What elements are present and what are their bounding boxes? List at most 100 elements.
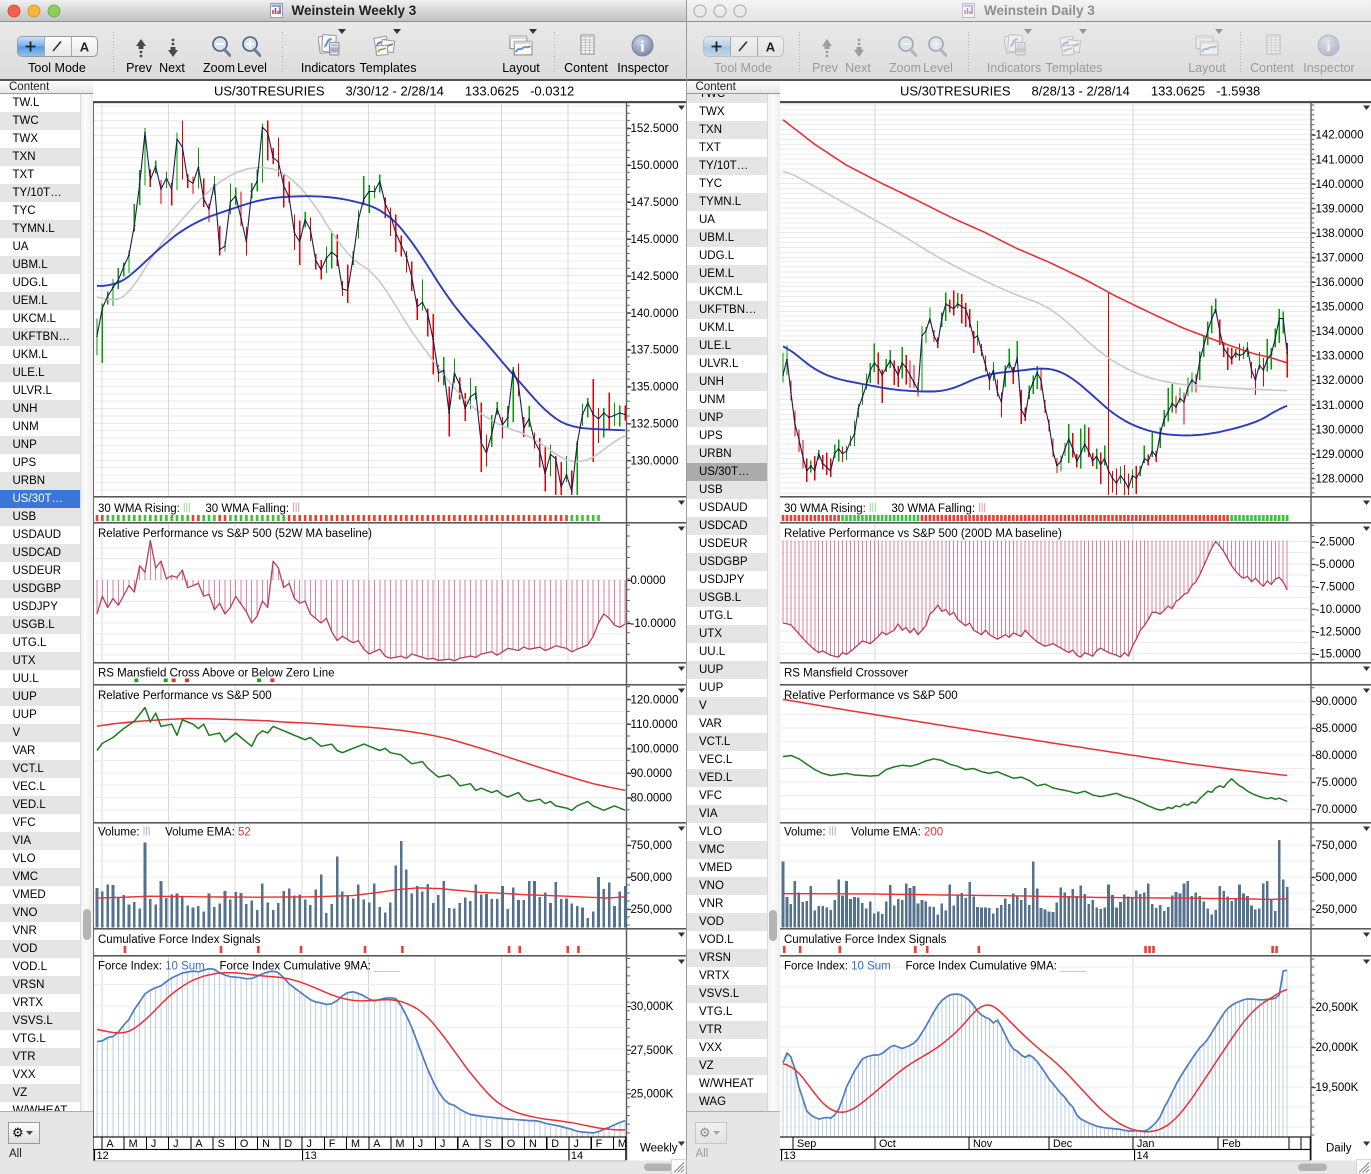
svg-text:14: 14 xyxy=(571,1150,583,1162)
svg-text:Force Index: 10 Sum Force Ind: Force Index: 10 Sum Force Index Cumulati… xyxy=(784,961,1086,973)
svg-text:J: J xyxy=(151,1138,156,1150)
svg-text:139.0000: 139.0000 xyxy=(1316,203,1364,215)
svg-text:30 WMA Rising: lll 30 WMA Fal: 30 WMA Rising: lll 30 WMA Falling: lll xyxy=(784,503,986,515)
svg-text:F: F xyxy=(596,1138,603,1150)
svg-text:13: 13 xyxy=(305,1150,317,1162)
svg-text:S: S xyxy=(484,1138,491,1150)
svg-text:70.0000: 70.0000 xyxy=(1316,804,1358,816)
svg-text:J: J xyxy=(418,1138,423,1150)
svg-text:142.5000: 142.5000 xyxy=(631,271,679,283)
svg-text:500,000: 500,000 xyxy=(1316,872,1358,884)
svg-text:250,000: 250,000 xyxy=(1316,904,1358,916)
svg-text:S: S xyxy=(218,1138,225,1150)
svg-text:129.0000: 129.0000 xyxy=(1316,449,1364,461)
svg-text:J: J xyxy=(573,1138,578,1150)
svg-text:85.0000: 85.0000 xyxy=(1316,723,1358,735)
svg-text:133.0000: 133.0000 xyxy=(1316,351,1364,363)
svg-text:Sep: Sep xyxy=(797,1138,816,1150)
svg-text:J: J xyxy=(440,1138,445,1150)
svg-text:A: A xyxy=(462,1138,470,1150)
svg-text:A: A xyxy=(106,1138,114,1150)
svg-text:20,500K: 20,500K xyxy=(1316,1002,1359,1014)
svg-text:Relative Performance vs S&P 50: Relative Performance vs S&P 500 (52W MA … xyxy=(98,528,372,540)
svg-text:Cumulative Force Index Signals: Cumulative Force Index Signals xyxy=(784,934,947,946)
svg-text:30,000K: 30,000K xyxy=(631,1001,674,1013)
svg-text:500,000: 500,000 xyxy=(631,872,673,884)
svg-text:750,000: 750,000 xyxy=(631,840,673,852)
svg-text:25,000K: 25,000K xyxy=(631,1088,674,1100)
svg-text:128.0000: 128.0000 xyxy=(1316,473,1364,485)
svg-text:14: 14 xyxy=(1137,1150,1149,1162)
svg-text:J: J xyxy=(307,1138,312,1150)
svg-text:80.0000: 80.0000 xyxy=(1316,750,1358,762)
svg-text:138.0000: 138.0000 xyxy=(1316,228,1364,240)
svg-text:⚙: ⚙ xyxy=(12,1125,24,1139)
svg-text:132.0000: 132.0000 xyxy=(1316,375,1364,387)
svg-text:Relative Performance vs S&P 50: Relative Performance vs S&P 500 (200D MA… xyxy=(784,528,1062,540)
svg-text:134.0000: 134.0000 xyxy=(1316,326,1364,338)
svg-text:J: J xyxy=(173,1138,178,1150)
svg-text:i: i xyxy=(1326,38,1331,55)
svg-text:135.0000: 135.0000 xyxy=(631,382,679,394)
svg-text:Daily: Daily xyxy=(1326,1143,1352,1155)
svg-text:140.0000: 140.0000 xyxy=(1316,179,1364,191)
svg-text:90.0000: 90.0000 xyxy=(1316,696,1358,708)
svg-text:M: M xyxy=(618,1138,627,1150)
svg-text:90.0000: 90.0000 xyxy=(631,768,673,780)
svg-text:⚙: ⚙ xyxy=(699,1125,711,1139)
svg-text:100.0000: 100.0000 xyxy=(631,744,679,756)
svg-text:135.0000: 135.0000 xyxy=(1316,302,1364,314)
svg-text:140.0000: 140.0000 xyxy=(631,308,679,320)
svg-text:-12.5000: -12.5000 xyxy=(1316,626,1361,638)
svg-text:N: N xyxy=(262,1138,270,1150)
svg-text:110.0000: 110.0000 xyxy=(631,719,678,731)
svg-text:75.0000: 75.0000 xyxy=(1316,777,1358,789)
svg-text:O: O xyxy=(240,1138,248,1150)
svg-text:19,500K: 19,500K xyxy=(1316,1082,1359,1094)
svg-text:12: 12 xyxy=(97,1150,109,1162)
svg-text:20,000K: 20,000K xyxy=(1316,1042,1359,1054)
svg-text:A: A xyxy=(80,40,90,55)
svg-text:145.0000: 145.0000 xyxy=(631,234,679,246)
svg-text:i: i xyxy=(640,38,645,55)
svg-text:Nov: Nov xyxy=(973,1138,993,1150)
svg-text:M: M xyxy=(396,1138,405,1150)
svg-text:M: M xyxy=(351,1138,360,1150)
svg-text:130.0000: 130.0000 xyxy=(1316,424,1364,436)
svg-text:30 WMA Rising: lll 30 WMA Fal: 30 WMA Rising: lll 30 WMA Falling: lll xyxy=(98,503,300,515)
svg-text:Feb: Feb xyxy=(1222,1138,1241,1150)
svg-text:D: D xyxy=(551,1138,559,1150)
svg-text:Force Index: 10 Sum Force Ind: Force Index: 10 Sum Force Index Cumulati… xyxy=(98,961,400,973)
svg-text:A: A xyxy=(766,40,776,55)
svg-text:O: O xyxy=(507,1138,515,1150)
svg-text:Relative Performance vs S&P 50: Relative Performance vs S&P 500 xyxy=(98,690,272,702)
svg-text:131.0000: 131.0000 xyxy=(1316,400,1364,412)
svg-text:-15.0000: -15.0000 xyxy=(1316,649,1361,661)
svg-text:80.0000: 80.0000 xyxy=(631,793,673,805)
svg-text:147.5000: 147.5000 xyxy=(631,197,679,209)
svg-text:-5.0000: -5.0000 xyxy=(1316,559,1355,571)
svg-text:152.5000: 152.5000 xyxy=(631,123,679,135)
svg-text:0.0000: 0.0000 xyxy=(631,575,666,587)
svg-text:Oct: Oct xyxy=(879,1138,896,1150)
svg-text:130.0000: 130.0000 xyxy=(631,455,679,467)
svg-text:Dec: Dec xyxy=(1053,1138,1073,1150)
svg-text:Jan: Jan xyxy=(1137,1138,1154,1150)
svg-text:142.0000: 142.0000 xyxy=(1316,130,1364,142)
svg-text:-2.5000: -2.5000 xyxy=(1316,537,1355,549)
svg-text:Cumulative Force Index Signals: Cumulative Force Index Signals xyxy=(98,934,261,946)
svg-text:Volume: lll Volume EMA: 52: Volume: lll Volume EMA: 52 xyxy=(98,827,251,839)
svg-text:-7.5000: -7.5000 xyxy=(1316,582,1355,594)
svg-text:RS Mansfield Cross Above or Be: RS Mansfield Cross Above or Below Zero L… xyxy=(98,668,335,680)
svg-text:RS Mansfield Crossover: RS Mansfield Crossover xyxy=(784,668,908,680)
svg-text:120.0000: 120.0000 xyxy=(631,694,679,706)
svg-text:137.0000: 137.0000 xyxy=(1316,253,1364,265)
svg-text:M: M xyxy=(129,1138,138,1150)
svg-text:150.0000: 150.0000 xyxy=(631,160,679,172)
svg-text:N: N xyxy=(529,1138,537,1150)
svg-text:141.0000: 141.0000 xyxy=(1316,154,1364,166)
svg-text:137.5000: 137.5000 xyxy=(631,345,679,357)
svg-text:250,000: 250,000 xyxy=(631,904,673,916)
svg-text:132.5000: 132.5000 xyxy=(631,419,679,431)
